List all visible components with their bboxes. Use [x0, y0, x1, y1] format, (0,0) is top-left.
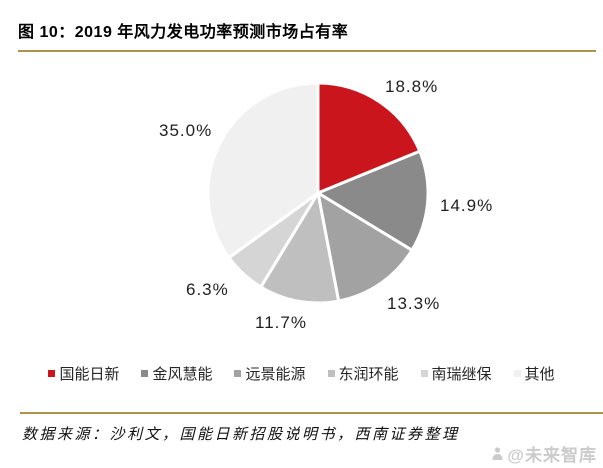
- legend-item-2: 金风慧能: [141, 363, 212, 384]
- pie-label-4: 11.7%: [255, 313, 307, 332]
- legend-label-2: 金风慧能: [152, 367, 213, 383]
- data-source-note: 数据来源：沙利文，国能日新招股说明书，西南证券整理: [22, 427, 460, 443]
- watermark-text: @未来智库: [507, 446, 597, 465]
- legend-label-5: 南瑞继保: [431, 367, 492, 383]
- legend-item-5: 南瑞继保: [420, 363, 492, 384]
- legend-item-6: 其他: [513, 363, 555, 384]
- pie-label-2: 14.9%: [440, 196, 494, 215]
- legend-item-3: 远景能源: [234, 363, 306, 384]
- pie-chart: [206, 81, 430, 305]
- legend-label-3: 远景能源: [245, 367, 306, 383]
- pie-label-5: 6.3%: [186, 280, 229, 299]
- figure-title: 图 10：2019 年风力发电功率预测市场占有率: [18, 24, 349, 41]
- legend-label-4: 东润环能: [338, 367, 399, 383]
- pie-label-3: 13.3%: [387, 294, 441, 313]
- legend-swatch-4: [327, 370, 335, 377]
- legend-label-1: 国能日新: [59, 367, 120, 383]
- legend-swatch-1: [48, 370, 56, 377]
- pie-slice-1: [316, 81, 422, 195]
- legend-swatch-6: [513, 370, 521, 377]
- footer-divider: [20, 412, 603, 414]
- pie-slice-6: [206, 81, 320, 260]
- pie-label-6: 35.0%: [159, 121, 213, 140]
- title-divider: [18, 50, 596, 52]
- legend-item-4: 东润环能: [327, 363, 399, 384]
- legend-swatch-2: [141, 370, 149, 377]
- pie-label-1: 18.8%: [385, 77, 439, 96]
- watermark: @未来智库: [490, 441, 597, 466]
- legend-item-1: 国能日新: [48, 363, 119, 384]
- pie-slice-2: [316, 149, 430, 252]
- legend: 国能日新 金风慧能 远景能源 东润环能 南瑞继保 其他: [0, 363, 603, 384]
- legend-label-6: 其他: [524, 367, 555, 383]
- legend-swatch-5: [420, 370, 428, 377]
- pie-slice-4: [259, 191, 341, 305]
- watermark-logo-icon: [492, 447, 503, 460]
- pie-slice-3: [316, 191, 414, 303]
- legend-swatch-3: [234, 370, 242, 377]
